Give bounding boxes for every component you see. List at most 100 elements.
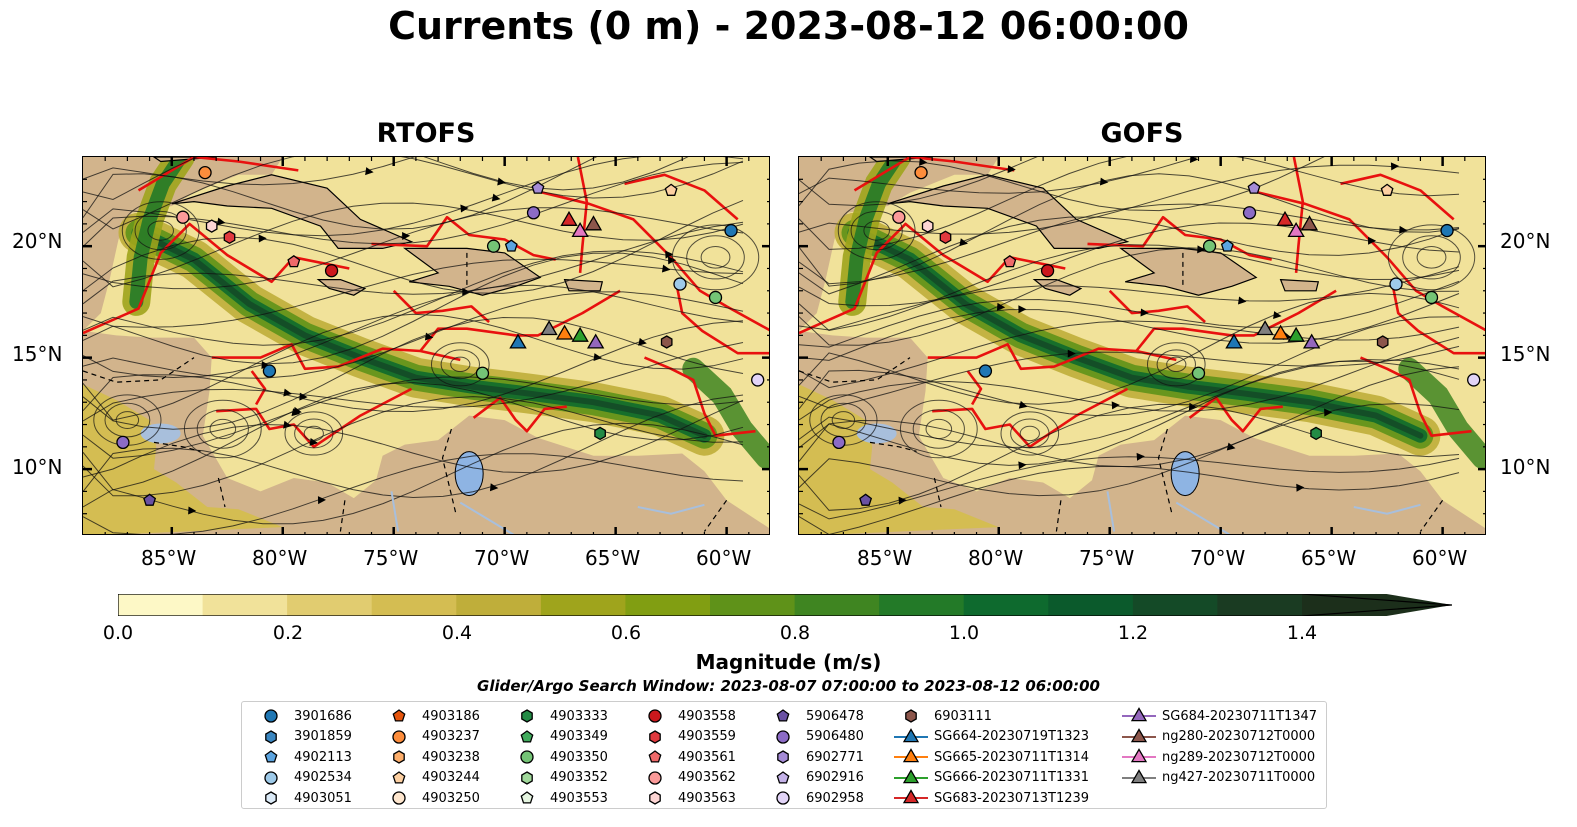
streamline-arrow <box>261 361 270 370</box>
streamline-arrow <box>283 388 292 397</box>
eddy-contour <box>831 411 856 429</box>
argo-float-marker <box>1389 277 1403 291</box>
eez-boundary <box>932 387 1129 449</box>
river <box>637 503 705 515</box>
legend-marker <box>520 729 534 743</box>
legend: 3901686 3901859 4902113 4902534 4903051 49031… <box>241 701 1327 809</box>
legend-marker <box>649 791 661 806</box>
legend-label: 4903349 <box>550 729 608 745</box>
legend-marker-icon <box>392 730 406 744</box>
legend-item: 6902771 <box>764 747 864 768</box>
legend-marker-icon <box>520 791 534 804</box>
argo-float-marker <box>673 277 687 291</box>
colorbar-segment <box>710 594 796 616</box>
legend-item: 4903349 <box>508 727 608 748</box>
streamline <box>83 250 744 346</box>
legend-label: ng280-20230712T0000 <box>1162 729 1316 745</box>
legend-item: 4903244 <box>380 768 480 789</box>
eddy-contour <box>104 402 151 438</box>
legend-marker-icon <box>648 750 662 763</box>
panel-title-gofs: GOFS <box>1100 118 1184 149</box>
streamline-arrow <box>1324 408 1333 417</box>
streamline <box>83 221 744 305</box>
streamline-arrow <box>1189 157 1199 163</box>
map-panel-gofs[interactable] <box>798 156 1486 535</box>
streamline <box>83 382 744 491</box>
streamline <box>799 157 1460 250</box>
current-band <box>682 357 769 469</box>
glider-marker <box>584 215 603 231</box>
legend-marker <box>1130 768 1148 784</box>
streamline <box>83 320 744 413</box>
legend-label: 4903553 <box>550 790 608 806</box>
streamline <box>799 293 1460 361</box>
streamline <box>83 157 744 230</box>
legend-item: 6903111 <box>892 706 1089 727</box>
country-border <box>217 477 226 508</box>
legend-label: 4903559 <box>678 729 736 745</box>
colorbar-extend-arrow <box>1302 594 1452 616</box>
legend-label: 3901686 <box>294 708 352 724</box>
eez-boundary <box>216 387 413 449</box>
legend-item: 6902958 <box>764 788 864 809</box>
legend-label: 4903352 <box>550 770 608 786</box>
eddy-contour <box>925 418 953 440</box>
argo-float-marker <box>475 366 490 380</box>
streamline <box>799 222 1460 307</box>
eddy-contour <box>121 201 200 260</box>
glider-marker <box>571 326 589 342</box>
legend-marker <box>905 709 917 724</box>
map-panel-rtofs[interactable] <box>82 156 770 535</box>
glider-marker <box>571 221 589 238</box>
legend-item: 3901859 <box>252 727 352 748</box>
streamline-arrow <box>661 264 671 273</box>
argo-float-marker <box>1247 181 1261 194</box>
lon-tick-label: 80°W <box>252 546 308 570</box>
legend-item: SG666-20230711T1331 <box>892 768 1089 789</box>
colorbar <box>117 593 1453 617</box>
legend-column: 4903558 4903559 4903561 4903562 4903563 <box>636 706 736 809</box>
argo-float-marker <box>1310 426 1322 441</box>
legend-marker <box>648 750 662 763</box>
argo-float-marker <box>660 335 673 349</box>
streamline <box>83 258 744 328</box>
legend-label: 4903350 <box>550 749 608 765</box>
legend-marker <box>902 768 920 784</box>
lat-tick-label: 15°N <box>1500 342 1551 366</box>
eddy-contour <box>196 409 249 449</box>
legend-marker-icon <box>894 748 928 763</box>
lat-tick-label: 20°N <box>1500 229 1551 253</box>
legend-marker-icon <box>392 709 406 722</box>
legend-marker <box>521 770 533 785</box>
country-border <box>1157 428 1173 514</box>
eddy-contour <box>1019 425 1040 442</box>
legend-item: 5906480 <box>764 727 864 748</box>
legend-label: ng427-20230711T0000 <box>1162 770 1316 786</box>
streamline <box>799 316 1460 417</box>
lon-tick-label: 65°W <box>585 546 641 570</box>
eddy-contour <box>1156 349 1196 380</box>
river <box>1175 501 1231 534</box>
eddy-contour <box>899 399 978 459</box>
legend-label: 4903051 <box>294 790 352 806</box>
glider-marker <box>509 333 527 349</box>
glider-marker <box>586 333 605 349</box>
axis-ticks <box>83 157 769 534</box>
streamline-arrow <box>1140 308 1149 317</box>
legend-label: SG665-20230711T1314 <box>934 749 1090 765</box>
colorbar-segment <box>879 594 965 616</box>
streamline-arrow <box>258 234 267 243</box>
legend-marker-icon <box>521 709 533 724</box>
eddy-contour <box>183 399 262 459</box>
legend-item: 4903558 <box>636 706 736 727</box>
legend-label: 4903562 <box>678 770 736 786</box>
legend-marker <box>648 771 662 785</box>
lat-tick-label: 10°N <box>12 455 63 479</box>
colorbar-canvas <box>117 593 1453 617</box>
eddy-contour <box>820 402 867 438</box>
streamline-arrow <box>1399 225 1408 234</box>
legend-marker <box>1130 727 1148 743</box>
legend-marker <box>902 727 920 743</box>
argo-float-marker <box>1467 373 1481 387</box>
argo-float-marker <box>1440 223 1454 238</box>
